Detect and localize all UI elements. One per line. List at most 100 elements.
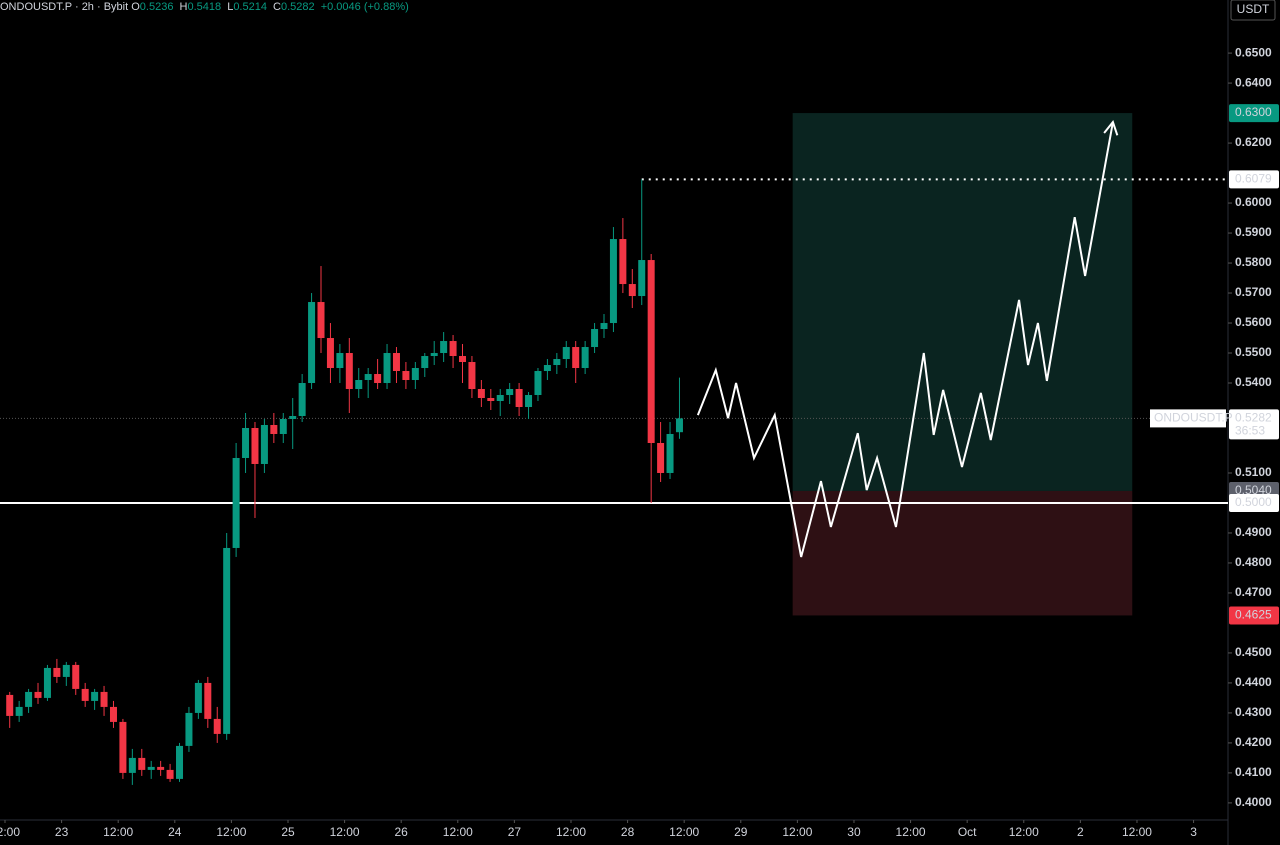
candle-body [440, 341, 448, 354]
candle-body [251, 427, 259, 464]
candle-body [534, 371, 542, 396]
y-tick-label: 0.5700 [1235, 285, 1272, 299]
x-tick-label: 30 [847, 825, 861, 839]
candle-body [402, 371, 410, 381]
value: 0.5214 [233, 1, 267, 13]
candle-body [128, 757, 136, 773]
y-tick-label: 0.4400 [1235, 675, 1272, 689]
candle-body [223, 547, 231, 734]
candle-body [119, 721, 127, 773]
candle-body [638, 260, 646, 297]
candle-body [279, 418, 287, 434]
x-tick-label: 24 [168, 825, 182, 839]
x-tick-label: 12:00 [782, 825, 812, 839]
y-tick-label: 0.4900 [1235, 525, 1272, 539]
y-tick-label: 0.4000 [1235, 795, 1272, 809]
candle-body [430, 353, 438, 357]
value: 0.5282 [280, 1, 315, 13]
x-tick-label: 29 [734, 825, 748, 839]
candle-body [581, 347, 589, 369]
candle-body [525, 395, 533, 408]
candle-body [506, 389, 514, 396]
y-tick-label: 0.4500 [1235, 645, 1272, 659]
candle-body [185, 712, 193, 746]
candle-body [496, 395, 504, 402]
x-tick-label: 26 [395, 825, 409, 839]
projection-path [696, 121, 1114, 558]
candle-body [213, 718, 221, 734]
candle-body [232, 457, 240, 548]
countdown: 36:53 [1235, 424, 1265, 438]
x-tick-label: 23 [55, 825, 69, 839]
candle-body [109, 706, 117, 722]
y-tick-label: 0.4100 [1235, 765, 1272, 779]
loss-zone [792, 490, 1133, 616]
y-tick-label: 0.4700 [1235, 585, 1272, 599]
candle-body [308, 302, 316, 384]
candle-body [53, 667, 61, 677]
candle-body [628, 284, 636, 297]
candle-body [666, 433, 674, 473]
candle-body [34, 691, 42, 698]
x-tick-label: 12:00 [896, 825, 926, 839]
symbol-badge-label: ONDOUSDT.P [1154, 411, 1233, 425]
y-tick-label: 0.5900 [1235, 225, 1272, 239]
candle-body [25, 691, 33, 707]
candle-body [157, 766, 165, 770]
projection-arrowhead [1103, 120, 1119, 136]
profit-zone [792, 113, 1133, 491]
label: L [227, 1, 234, 13]
candle-body [289, 415, 297, 419]
label: C [273, 1, 281, 13]
candle-body [515, 389, 523, 408]
candle-body [553, 359, 561, 366]
candle-body [6, 694, 14, 716]
candle-body [81, 688, 89, 701]
price-badge-label: 0.5000 [1235, 495, 1272, 509]
y-tick-label: 0.6500 [1235, 45, 1272, 59]
y-tick-label: 0.6400 [1235, 75, 1272, 89]
candle-body [487, 398, 495, 402]
candle-body [166, 769, 174, 779]
price-badge [1229, 493, 1279, 512]
candle-body [242, 427, 250, 458]
x-tick-label: 12:00 [556, 825, 586, 839]
candle-body [374, 374, 382, 384]
candle-body [43, 667, 51, 698]
candle-body [62, 664, 70, 677]
x-tick-label: 25 [281, 825, 295, 839]
change: +0.0046 (+0.88%) [320, 1, 409, 13]
price-badge [1229, 606, 1279, 625]
candle-body [72, 664, 80, 689]
y-tick-label: 0.5100 [1235, 465, 1272, 479]
candle-body [392, 353, 400, 372]
candle-body [345, 353, 353, 390]
candle-body [194, 682, 202, 713]
candle-body [609, 239, 617, 324]
price-badge-label: 0.5040 [1235, 483, 1272, 497]
y-tick-label: 0.5800 [1235, 255, 1272, 269]
candle-body [138, 757, 146, 770]
y-tick-label: 0.6000 [1235, 195, 1272, 209]
x-tick-label: 12:00 [330, 825, 360, 839]
x-tick-label: 27 [508, 825, 522, 839]
candle-body [572, 347, 580, 369]
y-tick-label: 0.4800 [1235, 555, 1272, 569]
candle-body [176, 745, 184, 779]
candle-body [364, 374, 372, 381]
price-badge-label: 0.5282 [1235, 411, 1272, 425]
candle-body [468, 362, 476, 390]
y-tick-label: 0.5400 [1235, 375, 1272, 389]
x-tick-label: 12:00 [216, 825, 246, 839]
price-badge [1229, 409, 1279, 440]
x-tick-label: 12:00 [103, 825, 133, 839]
y-tick-label: 0.5600 [1235, 315, 1272, 329]
x-tick-label: 12:00 [1122, 825, 1152, 839]
candle-body [591, 329, 599, 348]
price-badge [1229, 170, 1279, 189]
candle-body [421, 356, 429, 369]
candle-body [204, 682, 212, 719]
x-tick-label: 12:00 [0, 825, 20, 839]
candle-body [326, 338, 334, 369]
